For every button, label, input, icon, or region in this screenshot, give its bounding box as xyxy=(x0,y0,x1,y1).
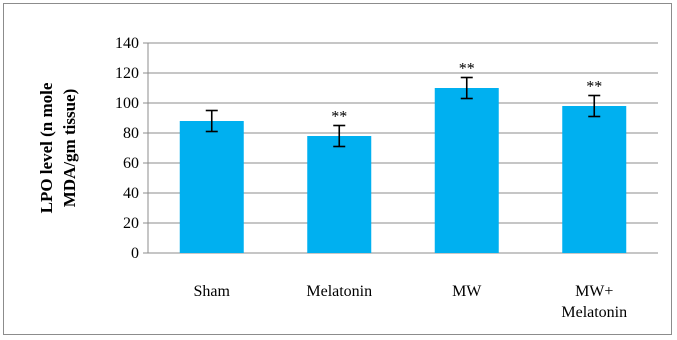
significance-mark-2: ** xyxy=(459,61,475,78)
y-tick-label: 140 xyxy=(115,35,139,52)
x-category-label: Sham xyxy=(194,283,231,300)
significance-mark-3: ** xyxy=(586,79,602,96)
bar-3 xyxy=(562,106,627,253)
x-category-label: Melatonin xyxy=(306,283,372,300)
bar-2 xyxy=(434,88,499,253)
y-tick-label: 80 xyxy=(123,125,139,142)
x-category-label: Melatonin xyxy=(561,304,627,321)
labels: 0 20 40 60 80 100 120 140 Sham ** Melatonin ** MW ** M… xyxy=(37,35,627,321)
y-tick-label: 20 xyxy=(123,215,139,232)
bar-1 xyxy=(307,136,372,253)
bar-0 xyxy=(179,121,244,253)
x-category-label: MW+ xyxy=(575,283,613,300)
y-tick-label: 120 xyxy=(115,65,139,82)
error-bars xyxy=(205,76,601,148)
y-axis-title: MDA/gm tissue) xyxy=(60,89,79,208)
x-category-label: MW xyxy=(452,283,482,300)
y-tick-label: 0 xyxy=(131,245,139,262)
significance-mark-1: ** xyxy=(331,109,347,126)
y-axis-title: LPO level (n mole xyxy=(37,82,56,213)
y-tick-label: 60 xyxy=(123,155,139,172)
y-tick-label: 100 xyxy=(115,95,139,112)
y-tick-label: 40 xyxy=(123,185,139,202)
bars xyxy=(179,88,627,253)
